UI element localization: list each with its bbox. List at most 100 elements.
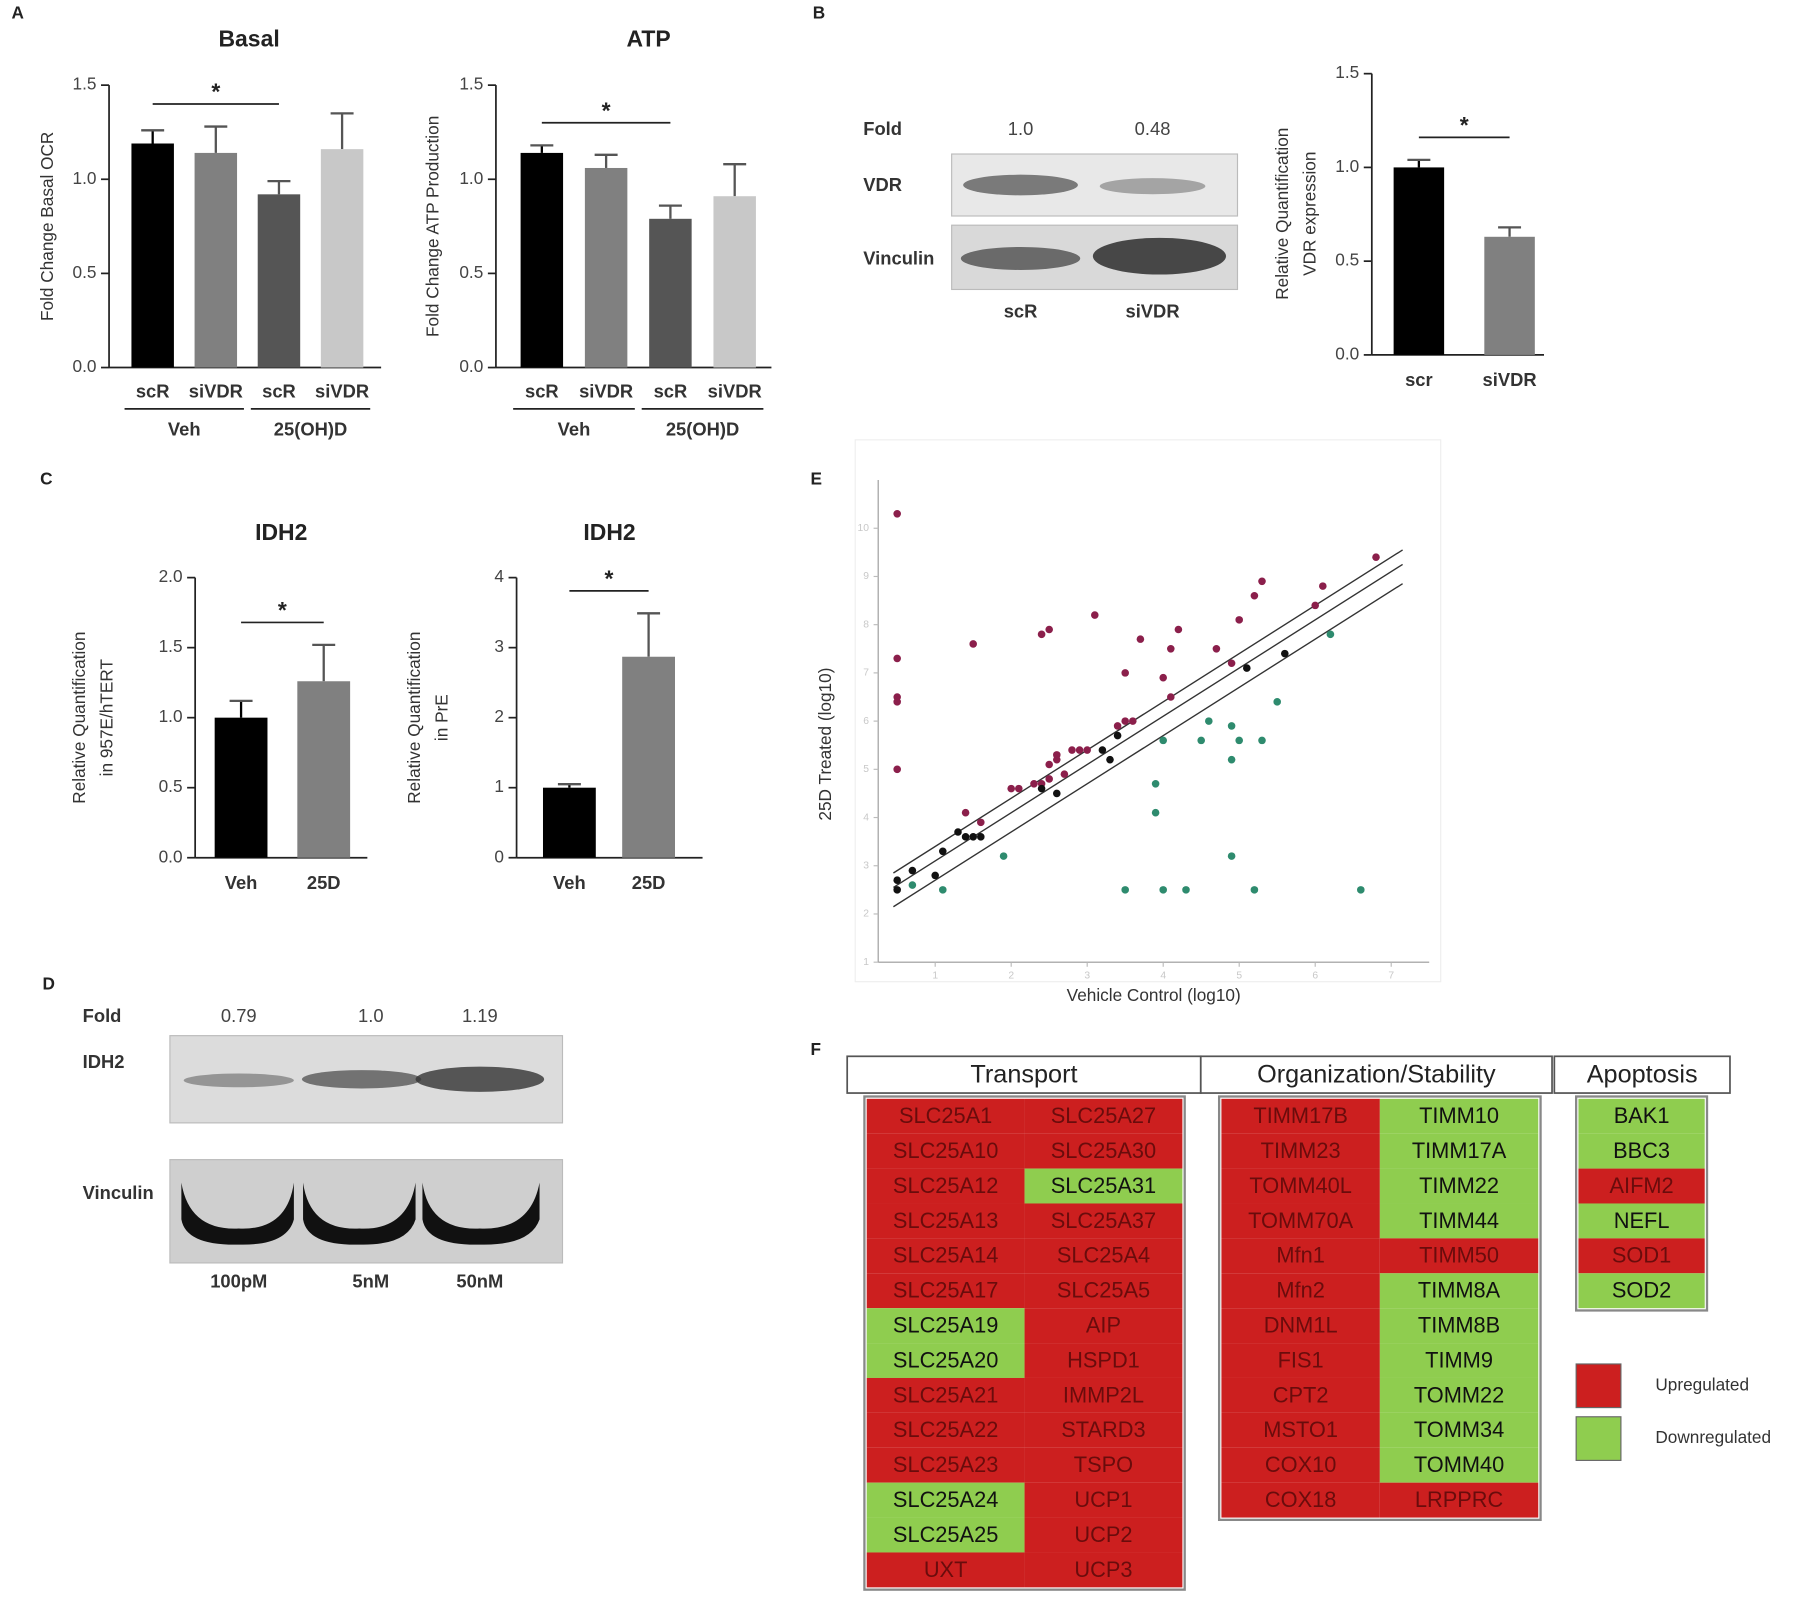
gene-name: SLC25A20 <box>893 1347 998 1372</box>
gene-name: COX10 <box>1265 1452 1336 1477</box>
blot-b <box>951 153 1239 291</box>
gene-name: UCP3 <box>1074 1557 1132 1582</box>
gene-cell <box>1578 1203 1705 1239</box>
gene-name: SOD1 <box>1612 1243 1671 1268</box>
y-axis-label: Fold Change ATP Production <box>422 116 442 337</box>
gene-block-border <box>863 1095 1186 1591</box>
y-tick-label: 9 <box>863 571 869 582</box>
significance-label: * <box>278 597 287 623</box>
scatter-point <box>1159 886 1167 894</box>
y-axis-label: in 957E/hTERT <box>96 659 116 777</box>
gene-name: TOMM70A <box>1248 1208 1353 1233</box>
x-tick-label: 6 <box>1312 971 1318 982</box>
band <box>181 1182 294 1245</box>
gene-cell <box>1024 1203 1183 1239</box>
scatter-point <box>1121 717 1129 725</box>
gene-cell <box>1379 1168 1539 1204</box>
y-tick-label: 1 <box>863 957 869 968</box>
scatter-point <box>977 833 985 841</box>
gene-name: TOMM40L <box>1249 1173 1352 1198</box>
scatter-point <box>1159 736 1167 745</box>
gene-name: Mfn2 <box>1276 1278 1324 1303</box>
gene-cell <box>1379 1377 1539 1413</box>
gene-name: TIMM17A <box>1412 1138 1507 1163</box>
scatter-point <box>1045 775 1053 783</box>
gene-cell <box>1221 1343 1380 1378</box>
gene-cell <box>1379 1412 1539 1448</box>
lane-label: siVDR <box>1126 300 1180 321</box>
y-tick-label: 2.0 <box>159 566 183 586</box>
gene-name: SLC25A37 <box>1051 1208 1156 1233</box>
fold-value: 1.0 <box>1008 118 1034 139</box>
fold-value: 0.79 <box>221 1005 257 1026</box>
reference-line <box>893 549 1403 874</box>
scatter-point <box>1121 669 1129 677</box>
gene-cell <box>866 1412 1025 1448</box>
gene-cell <box>866 1098 1025 1134</box>
scatter-point <box>977 818 985 827</box>
significance-label: * <box>605 566 614 592</box>
x-tick-label: 5 <box>1236 971 1242 982</box>
scatter-point <box>939 886 947 894</box>
scatter-point <box>1053 751 1061 759</box>
scatter-point <box>893 765 901 774</box>
bar <box>194 152 238 368</box>
lane-label: 50nM <box>456 1270 503 1291</box>
reference-line <box>893 563 1403 889</box>
gene-cell <box>866 1517 1025 1553</box>
significance-label: * <box>1460 112 1469 138</box>
gene-name: TIMM9 <box>1425 1347 1493 1372</box>
y-tick-label: 1.5 <box>73 74 97 94</box>
gene-cell <box>1221 1133 1380 1169</box>
y-tick-label: 5 <box>863 764 869 775</box>
gene-cell <box>1379 1238 1539 1274</box>
gene-name: TOMM22 <box>1414 1382 1504 1407</box>
y-tick-label: 0.0 <box>459 356 483 376</box>
gene-name: SLC25A24 <box>893 1487 998 1512</box>
scatter-point <box>893 654 901 663</box>
x-tick-label: scR <box>262 381 296 402</box>
header-cell <box>1199 1055 1553 1094</box>
blot-row-label: VDR <box>863 174 902 195</box>
gene-name: Mfn1 <box>1276 1243 1324 1268</box>
y-tick-label: 7 <box>863 668 869 679</box>
gene-cell <box>1578 1273 1705 1309</box>
scatter-point <box>1007 784 1015 793</box>
scatter-point <box>1037 630 1046 639</box>
x-tick-label: 4 <box>1160 971 1166 982</box>
chart-title: ATP <box>627 25 671 51</box>
gene-name: SLC25A5 <box>1057 1278 1150 1303</box>
lane-label: 100pM <box>210 1270 267 1291</box>
panel-letter: D <box>42 974 54 994</box>
gene-cell <box>1024 1412 1183 1448</box>
lane-label: 5nM <box>352 1270 389 1291</box>
blot-strip <box>169 1159 564 1264</box>
y-axis-label: Fold Change Basal OCR <box>37 132 57 321</box>
scatter-point <box>1235 736 1243 745</box>
bar <box>1393 167 1445 355</box>
scatter-point <box>1045 625 1053 634</box>
gene-name: SLC25A12 <box>893 1173 998 1198</box>
scatter-point <box>939 847 947 856</box>
scatter-point <box>1326 630 1335 639</box>
bar <box>257 194 301 368</box>
gene-name: CPT2 <box>1273 1382 1329 1407</box>
bar <box>520 152 564 368</box>
gene-name: AIP <box>1086 1313 1121 1338</box>
gene-block-border <box>1217 1095 1542 1522</box>
y-axis-label: Relative Quantification <box>1272 128 1292 300</box>
scatter-point <box>1281 649 1289 658</box>
scatter-point <box>969 833 977 841</box>
group-label: 25(OH)D <box>666 419 739 440</box>
y-tick-label: 1.5 <box>459 74 483 94</box>
scatter-point <box>893 876 901 885</box>
x-tick-label: scR <box>136 381 170 402</box>
scatter-point <box>1098 746 1107 754</box>
fold-label: Fold <box>863 118 902 139</box>
gene-name: SLC25A14 <box>893 1243 998 1268</box>
band <box>1099 178 1206 195</box>
band <box>1092 237 1227 275</box>
scatter-point <box>1113 722 1122 730</box>
gene-name: UCP2 <box>1074 1522 1132 1547</box>
